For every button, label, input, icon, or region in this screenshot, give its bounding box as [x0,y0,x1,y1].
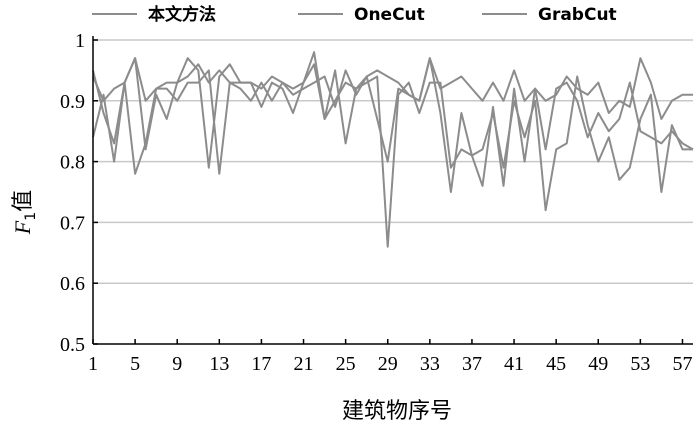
x-tick-label-11: 45 [546,353,566,375]
y-axis-title: F1值 [10,190,39,235]
x-tick-label-2: 9 [172,353,182,375]
x-tick-label-14: 57 [672,353,692,375]
series-line-2 [92,63,694,248]
x-tick-label-9: 37 [462,353,482,375]
y-axis-title-sub: 1 [23,212,39,221]
x-axis-title: 建筑物序号 [342,399,452,422]
x-tick-label-3: 13 [209,353,229,375]
x-ticks: 1 5 9 13 17 21 25 29 33 37 41 45 49 53 57 [88,339,692,375]
series-lines [92,51,694,248]
x-tick-label-4: 17 [251,353,271,375]
series-line-1 [92,51,693,212]
x-tick-label-0: 1 [88,353,98,375]
y-tick-label-2: 0.7 [60,212,85,234]
series-line-0 [92,57,693,120]
y-ticks: 0.5 0.6 0.7 0.8 0.9 1 [60,30,98,356]
x-tick-label-1: 5 [130,353,140,375]
y-tick-label-4: 0.9 [60,91,85,113]
legend: 本文方法 OneCut GrabCut [92,4,617,25]
x-tick-label-10: 41 [504,353,524,375]
y-tick-label-5: 1 [75,30,85,52]
y-tick-label-0: 0.5 [60,334,85,356]
y-tick-label-1: 0.6 [60,273,85,295]
legend-label-0: 本文方法 [148,4,216,25]
x-tick-label-5: 21 [294,353,314,375]
x-tick-label-6: 25 [336,353,356,375]
svg-text:F1值: F1值 [10,190,39,235]
axes [92,36,693,345]
y-axis-title-suffix: 值 [11,190,36,212]
y-tick-label-3: 0.8 [60,152,85,174]
legend-label-1: OneCut [354,5,425,25]
x-tick-label-12: 49 [588,353,608,375]
x-tick-label-13: 53 [630,353,650,375]
y-axis-title-main: F [10,220,35,235]
x-tick-label-8: 33 [420,353,440,375]
x-tick-label-7: 29 [378,353,398,375]
legend-label-2: GrabCut [538,5,617,25]
